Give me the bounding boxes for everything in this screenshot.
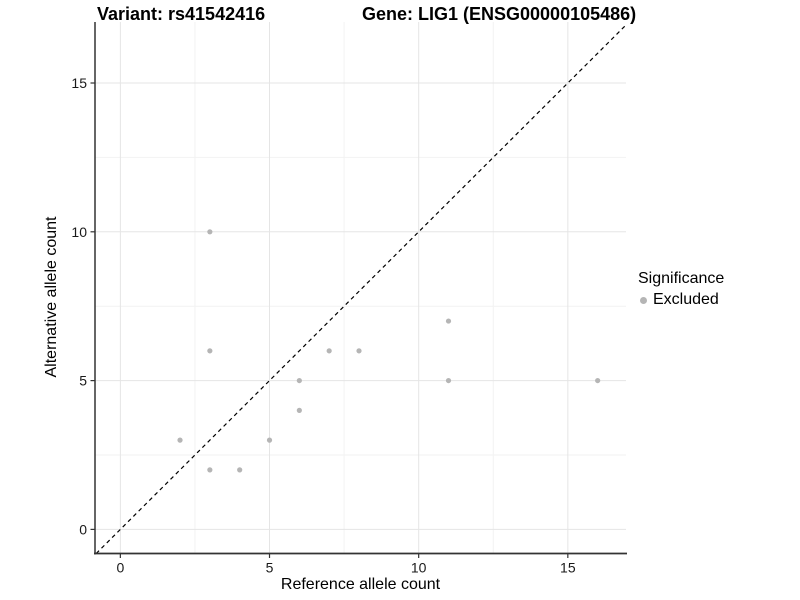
x-tick-label: 15 <box>560 560 576 576</box>
y-tick-label: 15 <box>71 75 87 91</box>
identity-line <box>95 24 627 554</box>
y-tick-label: 5 <box>79 373 87 389</box>
data-point <box>595 377 601 384</box>
data-point <box>237 467 243 473</box>
y-tick-label: 10 <box>71 224 87 240</box>
y-axis-title: Alternative allele count <box>43 216 60 378</box>
variant-title: Variant: rs41542416 <box>97 4 266 24</box>
data-point <box>266 437 273 443</box>
x-axis-title: Reference allele count <box>280 576 441 593</box>
y-tick-label: 0 <box>79 521 87 537</box>
data-point <box>296 407 302 413</box>
gene-title: Gene: LIG1 (ENSG00000105486) <box>362 4 637 24</box>
x-tick-label: 5 <box>266 560 274 576</box>
data-point <box>296 377 302 384</box>
data-point <box>445 377 452 384</box>
data-point <box>326 348 332 354</box>
legend-title: Significance <box>638 270 725 287</box>
legend-item-label: Excluded <box>653 291 719 308</box>
data-point <box>207 348 213 354</box>
legend: Significance Excluded <box>638 270 724 309</box>
legend-key-dot-icon <box>640 296 647 304</box>
legend-item-excluded: Excluded <box>638 291 724 309</box>
data-point <box>356 348 362 354</box>
data-point <box>207 229 213 235</box>
data-point <box>177 437 183 443</box>
x-tick-label: 0 <box>116 560 124 576</box>
data-point <box>445 318 452 324</box>
data-point <box>207 467 213 473</box>
x-tick-label: 10 <box>411 560 427 576</box>
